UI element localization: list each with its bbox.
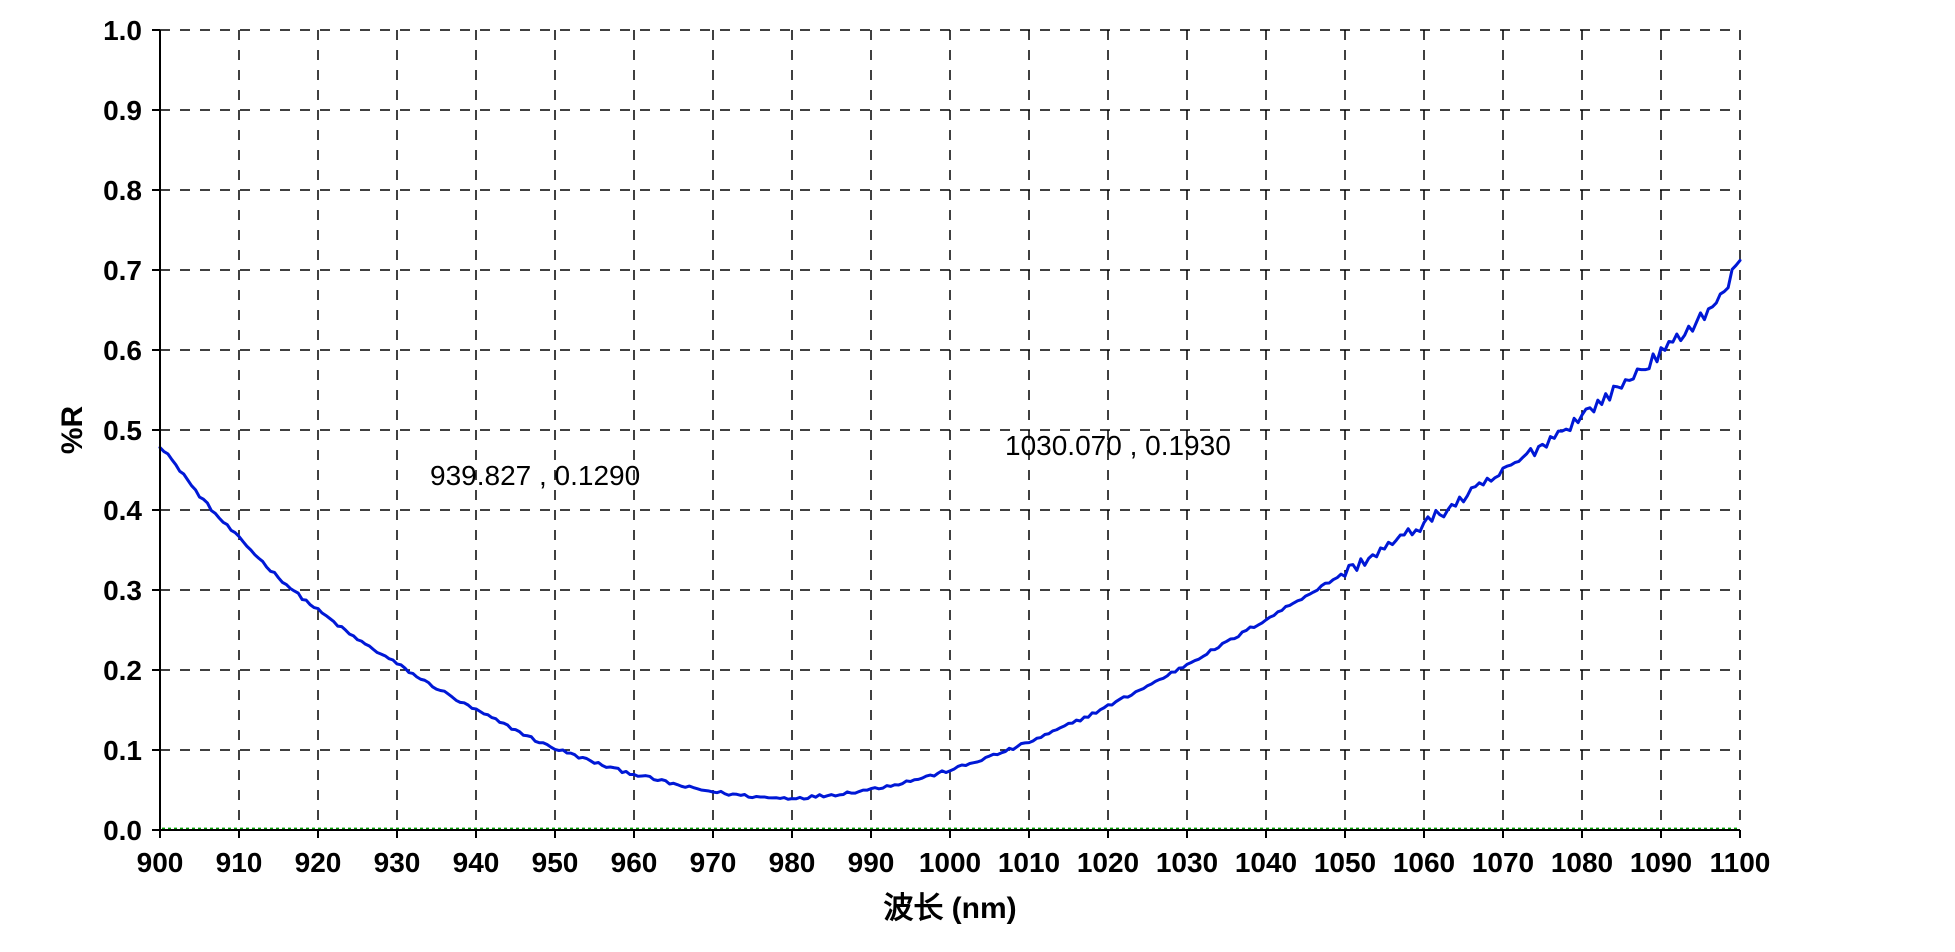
annotation-label: 1030.070 , 0.1930 — [1005, 430, 1231, 461]
x-tick-label: 970 — [690, 847, 737, 878]
x-tick-label: 1070 — [1472, 847, 1534, 878]
x-tick-label: 1040 — [1235, 847, 1297, 878]
grid — [160, 30, 1740, 830]
y-tick-label: 0.6 — [103, 335, 142, 366]
x-tick-label: 950 — [532, 847, 579, 878]
y-tick-label: 1.0 — [103, 15, 142, 46]
y-tick-label: 0.8 — [103, 175, 142, 206]
reflectance-chart: 900 910 920 930 940 950 960 970 980 990 1000 1010 10… — [0, 0, 1955, 952]
y-tick-label: 0.0 — [103, 815, 142, 846]
y-tick-label: 0.7 — [103, 255, 142, 286]
x-tick-label: 1020 — [1077, 847, 1139, 878]
x-tick-label: 980 — [769, 847, 816, 878]
x-tick-label: 920 — [295, 847, 342, 878]
annotation-label: 939.827 , 0.1290 — [430, 460, 640, 491]
x-tick-label: 940 — [453, 847, 500, 878]
y-tick-label: 0.3 — [103, 575, 142, 606]
chart-container: 900 910 920 930 940 950 960 970 980 990 1000 1010 10… — [0, 0, 1955, 952]
x-tick-label: 930 — [374, 847, 421, 878]
x-tick-label: 900 — [137, 847, 184, 878]
y-axis-title: %R — [56, 405, 89, 454]
x-tick-label: 960 — [611, 847, 658, 878]
x-tick-label: 1050 — [1314, 847, 1376, 878]
y-tick-label: 0.2 — [103, 655, 142, 686]
y-tick-label: 0.4 — [103, 495, 142, 526]
x-tick-label: 1080 — [1551, 847, 1613, 878]
x-tick-label: 1090 — [1630, 847, 1692, 878]
x-tick-label: 1030 — [1156, 847, 1218, 878]
x-axis-title: 波长 (nm) — [883, 892, 1016, 925]
x-tick-label: 1100 — [1710, 847, 1771, 878]
y-tick-label: 0.1 — [103, 735, 142, 766]
y-tick-label: 0.9 — [103, 95, 142, 126]
x-tick-label: 1000 — [919, 847, 981, 878]
x-tick-label: 910 — [216, 847, 263, 878]
x-tick-label: 990 — [848, 847, 895, 878]
x-tick-label: 1060 — [1393, 847, 1455, 878]
x-tick-label: 1010 — [998, 847, 1060, 878]
y-tick-label: 0.5 — [103, 415, 142, 446]
